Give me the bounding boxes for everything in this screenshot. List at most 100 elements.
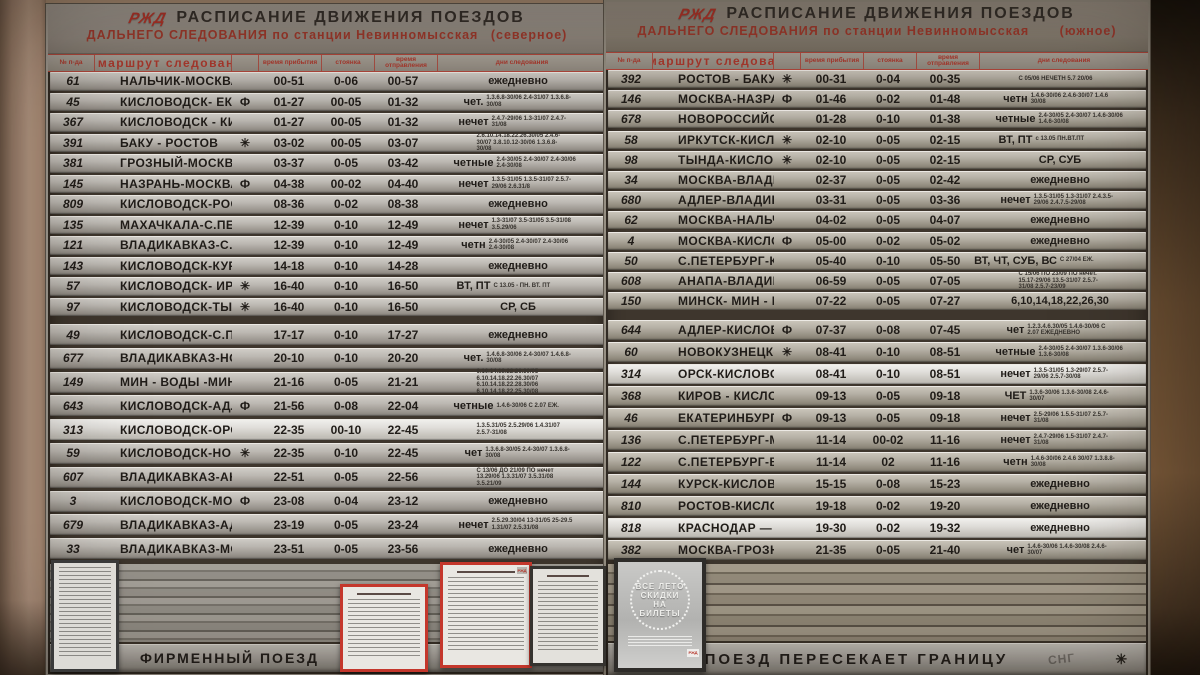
schedule-row: 382 МОСКВА-ГРОЗНЫЙ 21-35 0-05 21-40 чет1.4.6-…	[608, 540, 1146, 561]
days-note: С 13.05 - ПН. ВТ. ПТ	[493, 283, 551, 289]
cell-days: ежедневно	[488, 495, 548, 508]
cell-days: нечет 1.3.5-31/05 1.3-31/07 2.4.3.5-29/06…	[976, 194, 1146, 207]
cell-departure-time: 05-50	[929, 253, 961, 268]
days-note: 1.4.6-30/06 1.4.6-30/08 2.4.6-30/07	[1027, 543, 1107, 557]
cell-train-number: 146	[620, 92, 642, 107]
cell-departure-time: 12-49	[387, 217, 419, 232]
cell-train-number: 4	[627, 233, 635, 248]
cell-stop-time: 0-10	[333, 238, 359, 253]
board-subtitle-text: ДАЛЬНЕГО СЛЕДОВАНИЯ по станции Невинномы…	[637, 24, 1030, 38]
cell-departure-time: 02-15	[929, 152, 961, 167]
rzd-logo-icon: РЖД	[677, 5, 719, 23]
cell-days: чет. 1.3.6.8-30/06 2.4-31/07 1.3.6.8-30/0…	[463, 95, 571, 108]
col-stop: стоянка	[863, 53, 916, 69]
illegible-text-lines	[59, 567, 111, 659]
cell-arrival-time: 21-56	[273, 398, 305, 413]
days-note: 2.4-30/05 2.4-30/07 2.4-30/06 2.4-30/08	[488, 238, 569, 252]
days-note: 2.4-30/05 2.4-30/07 2.4-30/06 2.4-30/08	[496, 156, 576, 170]
cell-departure-time: 09-18	[929, 389, 961, 404]
cell-departure-time: 20-20	[387, 351, 419, 366]
cell-train-number: 368	[620, 389, 642, 404]
notice-title-line	[357, 593, 411, 595]
cell-departure-time: 16-50	[387, 299, 419, 314]
cell-stop-time: 0-08	[875, 323, 901, 338]
cell-route: МОСКВА-ГРОЗНЫЙ	[678, 543, 774, 558]
cell-departure-time: 02-15	[929, 132, 961, 147]
cell-route: ТЫНДА-КИСЛОВОДСК	[678, 152, 774, 167]
cell-departure-time: 03-42	[387, 156, 419, 171]
cell-stop-time: 0-08	[875, 477, 901, 492]
cell-mark-icon: Ф	[781, 323, 793, 338]
schedule-row: 97 КИСЛОВОДСК-ТЫНДА ✳ 16-40 0-10 16-50 СР, СБ	[50, 297, 604, 316]
section-gap	[606, 312, 1148, 320]
schedule-row: 679 ВЛАДИКАВКАЗ-АДЛЕР 23-19 0-05 23-24 нечет2…	[50, 514, 604, 536]
cell-departure-time: 19-20	[929, 499, 961, 514]
cell-stop-time: 0-06	[333, 74, 359, 89]
schedule-row: 58 ИРКУТСК-КИСЛОВОДСК ✳ 02-10 0-05 02-15 ВТ, П…	[608, 130, 1146, 149]
rzd-logo-icon: РЖД	[517, 567, 527, 574]
cell-arrival-time: 01-27	[273, 94, 305, 109]
cell-arrival-time: 19-30	[815, 521, 847, 536]
cell-departure-time: 17-27	[387, 327, 419, 342]
poster-text: ВСЕ ЛЕТО	[635, 582, 685, 591]
cell-route: АДЛЕР-ВЛАДИКАВКАЗ	[678, 193, 774, 208]
cell-stop-time: 0-05	[333, 517, 359, 532]
poster-text: НА	[653, 600, 667, 609]
cell-route: МОСКВА-НАЛЬЧИК	[678, 213, 774, 228]
cell-route: КРАСНОДАР — КИСЛОВОДСК	[678, 521, 774, 536]
cell-arrival-time: 11-14	[815, 433, 847, 448]
cell-route: КИСЛОВОДСК-НОВОКУЗНЕЦК	[120, 446, 232, 461]
cell-arrival-time: 05-40	[815, 253, 847, 268]
cell-stop-time: 0-02	[875, 92, 901, 107]
cell-train-number: 58	[624, 132, 638, 147]
cell-train-number: 809	[62, 197, 84, 212]
cell-arrival-time: 08-36	[273, 197, 305, 212]
cell-route: КИСЛОВОДСК-РОСТОВ-КРАСНОДАР	[120, 197, 232, 212]
cell-mark-icon: ✳	[239, 299, 251, 314]
cell-departure-time: 03-36	[929, 193, 961, 208]
cell-train-number: 644	[620, 323, 642, 338]
cell-arrival-time: 00-51	[273, 74, 305, 89]
cell-departure-time: 07-05	[929, 273, 961, 288]
cell-stop-time: 0-02	[333, 197, 359, 212]
schedule-row: 4 МОСКВА-КИСЛОВОДСК Ф 05-00 0-02 05-02 ежеднев…	[608, 231, 1146, 250]
cell-route: ВЛАДИКАВКАЗ-АНАПА	[120, 470, 232, 485]
cell-days: нечет 2.5.29.30/04 13-31/05 25-29.5 1.31/…	[434, 518, 604, 531]
days-note: 1.4.6-30/06 2.4.6 30/07 1.3.8.8-30/08	[1030, 455, 1115, 469]
summer-discount-poster: ВСЕ ЛЕТО СКИДКИ НА БИЛЕТЫ РЖД	[614, 558, 706, 672]
cell-days: ВТ, ЧТ, СУБ, ВС С 27/04 ЕЖ.	[974, 255, 1146, 267]
schedule-row: 144 КУРСК-КИСЛОВОДСК 15-15 0-08 15-23 ежеднев…	[608, 474, 1146, 495]
cell-train-number: 150	[620, 294, 642, 309]
cell-train-number: 49	[66, 327, 80, 342]
column-headers: № п-да маршрут следования время прибытия…	[48, 54, 606, 72]
cell-stop-time: 0-05	[875, 213, 901, 228]
cell-days: чет. 1.4.6.8-30/06 2.4-30/07 1.4.6.8-30/0…	[463, 351, 571, 365]
cell-route: БАКУ - РОСТОВ	[120, 135, 219, 150]
cell-arrival-time: 23-08	[273, 494, 305, 509]
cell-arrival-time: 08-41	[815, 345, 847, 360]
cell-departure-time: 19-32	[929, 521, 961, 536]
board-title: РАСПИСАНИЕ ДВИЖЕНИЯ ПОЕЗДОВ	[176, 9, 525, 26]
cell-stop-time: 0-05	[875, 411, 901, 426]
cell-train-number: 97	[66, 299, 80, 314]
cell-train-number: 60	[624, 345, 638, 360]
schedule-row: 146 МОСКВА-НАЗРАНЬ Ф 01-46 0-02 01-48 четн1.4.…	[608, 90, 1146, 109]
cell-departure-time: 00-57	[387, 74, 419, 89]
schedule-row: 46 ЕКАТЕРИНБУРГ-КИСЛОВОДСК Ф 09-13 0-05 09-18…	[608, 408, 1146, 429]
schedule-row: 607 ВЛАДИКАВКАЗ-АНАПА 22-51 0-05 22-56 С 13/0…	[50, 466, 604, 488]
cell-departure-time: 07-27	[929, 294, 961, 309]
days-note: 2.5.29.30/04 13-31/05 25-29.5 1.31/07 2.…	[491, 518, 573, 531]
col-mark	[773, 53, 800, 69]
col-departure: время отправления	[916, 53, 979, 69]
cell-arrival-time: 04-02	[815, 213, 847, 228]
cell-arrival-time: 21-16	[273, 375, 305, 390]
cell-route: ВЛАДИКАВКАЗ-АДЛЕР	[120, 517, 232, 532]
col-days: дни следования	[437, 55, 606, 71]
days-note: 2.4-30/05 2.4-30/07 1.4.6-30/06 1.4.6-30…	[1038, 112, 1123, 126]
illegible-text-lines	[538, 581, 598, 651]
column-headers: № п-да маршрут следования время прибытия…	[606, 52, 1148, 70]
board-subtitle: ДАЛЬНЕГО СЛЕДОВАНИЯ по станции Невинномы…	[606, 24, 1148, 38]
schedule-rows-section: 61 НАЛЬЧИК-МОСКВА 00-51 0-06 00-57 ежедневно 4…	[48, 72, 606, 318]
cell-arrival-time: 21-35	[815, 543, 847, 558]
